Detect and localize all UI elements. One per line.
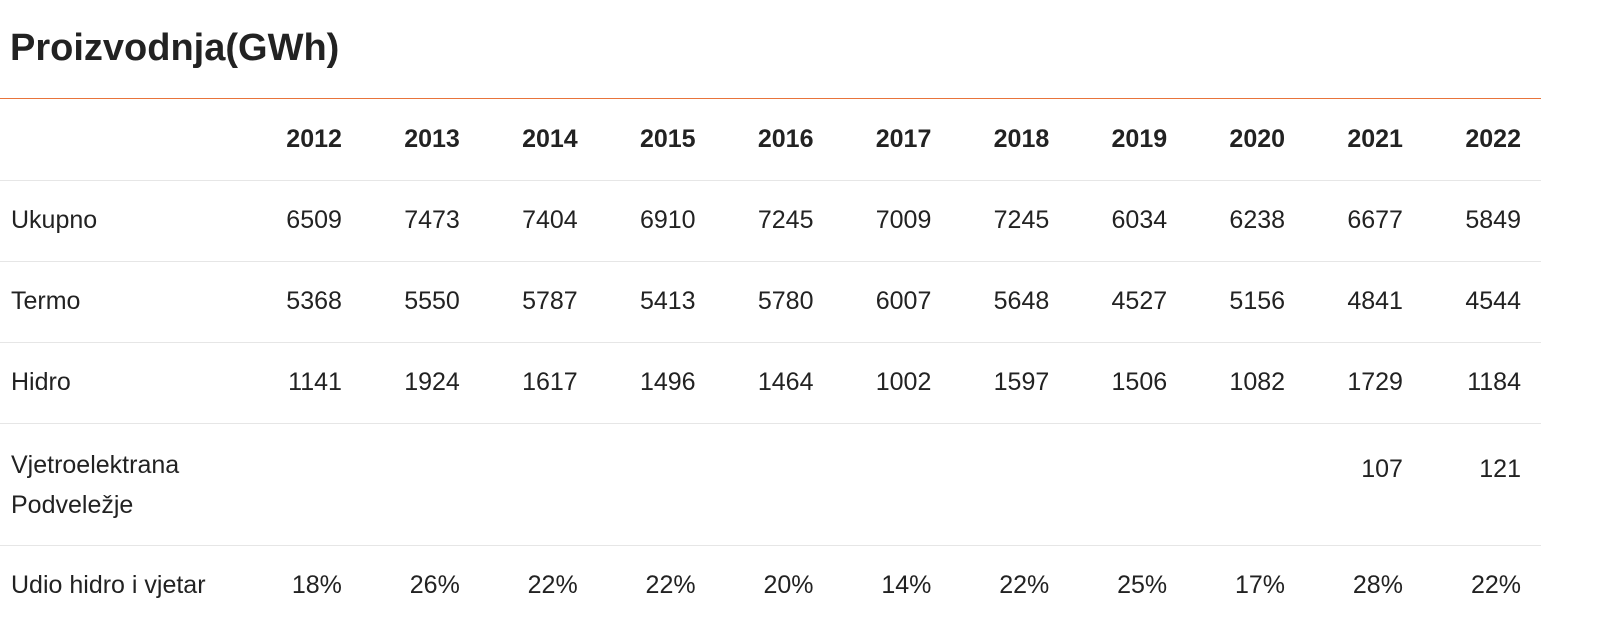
value-cell: 17% (1235, 571, 1286, 600)
value-cell: 1617 (522, 368, 578, 396)
table-row: Termo 5368 5550 5787 5413 5780 6007 5648… (0, 261, 1541, 342)
value-cell: 6238 (1229, 206, 1286, 234)
value-cell: 7245 (993, 206, 1050, 234)
title-divider (0, 98, 1541, 99)
value-cell: 22% (645, 571, 696, 600)
year-header: 2017 (833, 99, 952, 181)
year-header: 2020 (1187, 99, 1306, 181)
value-cell: 26% (409, 571, 460, 600)
value-cell (1187, 423, 1305, 545)
value-cell: 22% (527, 571, 578, 600)
value-cell (951, 423, 1069, 545)
value-cell (362, 423, 480, 545)
value-cell: 1082 (1229, 368, 1286, 396)
year-header: 2021 (1305, 99, 1423, 181)
year-header: 2012 (244, 99, 362, 181)
value-cell (833, 423, 951, 545)
value-cell: 1729 (1347, 368, 1403, 396)
table-row: Ukupno 6509 7473 7404 6910 7245 7009 724… (0, 180, 1541, 261)
value-cell: 5787 (522, 287, 578, 315)
value-cell: 5648 (993, 287, 1050, 315)
value-cell: 4544 (1465, 287, 1521, 315)
value-cell: 6509 (286, 206, 342, 234)
row-label: Termo (11, 287, 81, 315)
value-cell: 22% (1470, 571, 1521, 600)
row-label: Udio hidro i vjetar (11, 571, 206, 600)
value-cell: 5780 (757, 287, 814, 315)
value-cell: 25% (1117, 571, 1168, 600)
value-cell: 7473 (404, 206, 460, 234)
value-cell: 1506 (1111, 368, 1168, 396)
value-cell: 121 (1479, 454, 1521, 483)
value-cell: 5849 (1465, 206, 1521, 234)
year-header: 2022 (1422, 99, 1541, 181)
value-cell: 5156 (1229, 287, 1286, 315)
value-cell (244, 423, 362, 545)
value-cell: 5413 (639, 287, 696, 315)
value-cell: 1496 (639, 368, 696, 396)
value-cell: 7404 (522, 206, 578, 234)
value-cell: 18% (291, 571, 342, 600)
value-cell: 20% (763, 571, 814, 600)
value-cell: 7009 (875, 206, 932, 234)
row-label: Vjetroelektrana Podveležje (11, 450, 180, 519)
value-cell: 6910 (639, 206, 696, 234)
table-row: Vjetroelektrana Podveležje 107 121 (0, 423, 1541, 545)
year-header: 2016 (715, 99, 834, 181)
value-cell: 22% (999, 571, 1050, 600)
value-cell (1069, 423, 1187, 545)
value-cell: 1184 (1467, 368, 1521, 396)
table-row: Udio hidro i vjetar 18% 26% 22% 22% 20% … (0, 545, 1541, 626)
year-header: 2013 (361, 99, 480, 181)
production-table: 2012 2013 2014 2015 2016 2017 2018 2019 … (0, 99, 1541, 626)
value-cell: 5368 (286, 287, 342, 315)
row-label: Hidro (11, 368, 71, 396)
year-header: 2018 (951, 99, 1070, 181)
page-title: Proizvodnja(GWh) (10, 27, 340, 69)
row-label: Ukupno (11, 206, 98, 234)
value-cell: 6677 (1347, 206, 1403, 234)
year-header: 2019 (1069, 99, 1188, 181)
value-cell (480, 423, 598, 545)
value-cell: 6034 (1111, 206, 1168, 234)
value-cell: 1464 (757, 368, 814, 396)
year-header: 2015 (597, 99, 716, 181)
value-cell: 14% (881, 571, 932, 600)
value-cell: 1002 (875, 368, 932, 396)
value-cell: 4527 (1111, 287, 1168, 315)
header-corner-cell (0, 99, 245, 181)
value-cell: 5550 (404, 287, 460, 315)
table-header-row: 2012 2013 2014 2015 2016 2017 2018 2019 … (0, 99, 1541, 181)
table-row: Hidro 1141 1924 1617 1496 1464 1002 1597… (0, 342, 1541, 423)
value-cell: 1924 (404, 368, 460, 396)
value-cell (716, 423, 834, 545)
value-cell: 1597 (993, 368, 1050, 396)
value-cell: 107 (1361, 454, 1403, 483)
value-cell: 4841 (1347, 287, 1403, 315)
value-cell: 6007 (875, 287, 932, 315)
value-cell: 1141 (288, 368, 342, 396)
year-header: 2014 (479, 99, 598, 181)
value-cell: 7245 (757, 206, 814, 234)
value-cell: 28% (1352, 571, 1403, 600)
value-cell (598, 423, 716, 545)
